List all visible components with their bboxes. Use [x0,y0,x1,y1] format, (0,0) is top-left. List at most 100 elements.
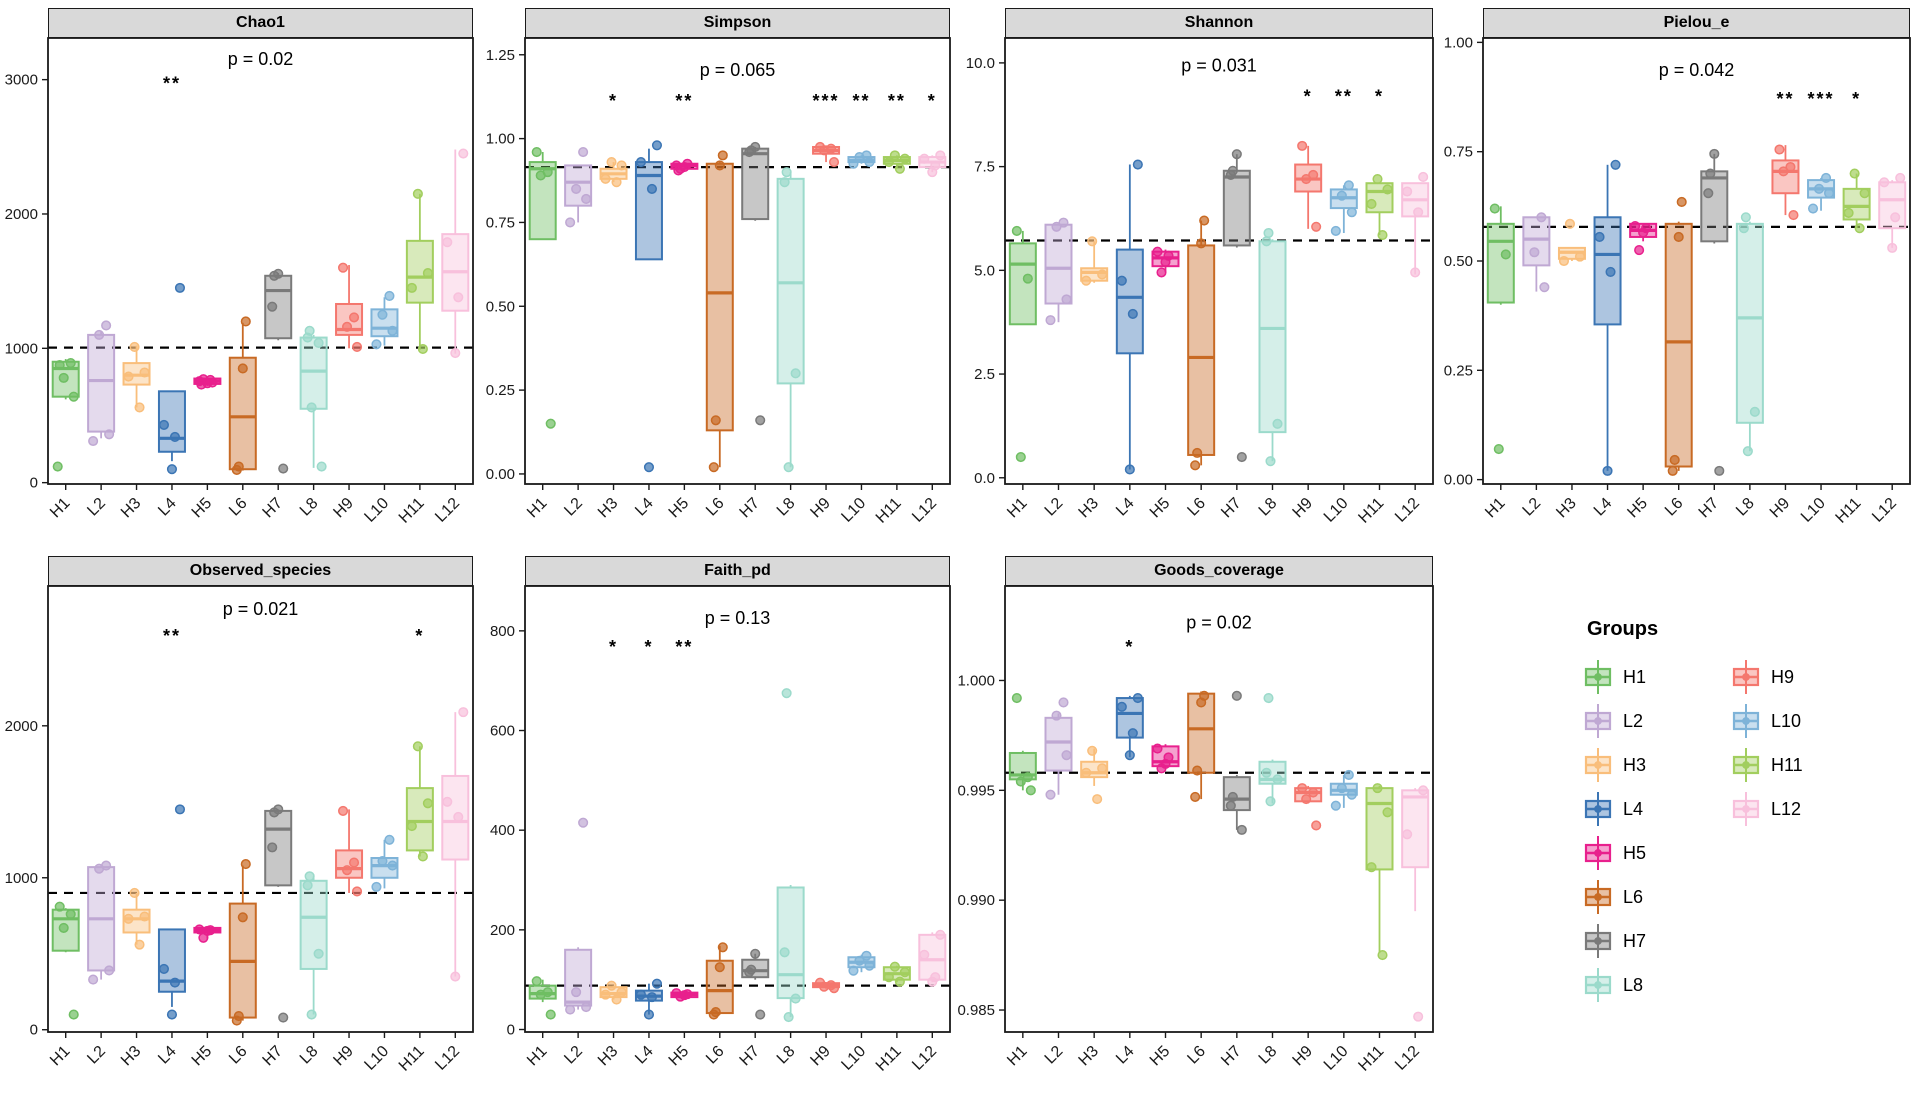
data-point [1418,171,1429,183]
x-tick-label: L6 [226,495,251,520]
data-point [417,851,428,862]
data-point [1124,750,1135,761]
significance-marker: * [1304,87,1313,107]
data-point [1705,168,1716,179]
x-tick-label: H1 [1004,1043,1031,1070]
legend-item-H9: H9 [1731,655,1879,699]
panel-title-strip: Simpson [525,8,950,38]
x-tick-label: L8 [1256,1043,1281,1068]
data-point [581,193,592,205]
box-L12 [1401,171,1430,278]
box-L10 [847,150,876,169]
data-point [1045,315,1056,326]
x-tick-label: H9 [807,495,834,522]
data-point [1382,184,1393,195]
data-point [1011,225,1022,236]
data-point [129,341,140,353]
data-point [790,993,801,1004]
data-point [94,863,105,874]
data-point [1820,172,1832,183]
x-tick-label: L12 [1869,495,1900,526]
y-tick-label: 1.00 [1444,34,1473,51]
y-tick-label: 0 [30,475,38,492]
x-tick-label: H7 [260,495,287,522]
data-point [1330,800,1341,811]
data-point [899,153,910,164]
y-tick-label: 0.25 [486,382,515,399]
box-H3 [1080,236,1109,286]
legend-item-L2: L2 [1583,699,1731,743]
panel-title-strip: Goods_coverage [1005,556,1433,586]
data-point [1265,796,1276,807]
panel-title: Faith_pd [704,562,771,579]
data-point [1231,690,1242,701]
data-point [1402,829,1413,840]
box-H3 [599,157,628,188]
data-point [744,146,755,158]
significance-marker: ** [888,91,906,111]
data-point [1410,267,1421,278]
panel-title: Observed_species [189,562,332,579]
data-point [1843,207,1854,218]
data-point [894,163,905,174]
box-H1 [528,976,557,1020]
data-point [54,360,65,371]
legend-item-label: H3 [1623,754,1647,775]
data-point [1263,692,1274,704]
x-tick-label: L4 [155,1043,180,1068]
legend-item-label: H11 [1771,754,1803,775]
data-point [779,947,790,958]
data-point [1236,824,1247,835]
box-H9 [1294,783,1323,831]
panel-title: Goods_coverage [1154,562,1284,579]
data-point [458,707,469,718]
data-point [1879,177,1890,188]
significance-marker: * [1852,89,1861,109]
x-tick-label: L2 [84,495,109,520]
data-point [139,911,150,922]
data-point [646,992,658,1003]
box-L2 [1044,217,1073,326]
data-point [935,150,946,161]
data-point [781,688,792,699]
data-point [1738,223,1749,234]
x-tick-label: H1 [524,495,551,522]
x-tick-label: L10 [1321,1043,1352,1074]
data-point [52,461,63,472]
y-tick-label: 0.00 [486,466,515,483]
panel-title: Chao1 [236,14,285,31]
x-tick-label: H5 [666,1043,693,1070]
data-point [453,292,464,303]
box-L10 [1807,172,1836,214]
data-point [1061,294,1072,305]
data-point [1132,692,1143,704]
x-tick-label: H11 [1355,1043,1387,1075]
data-point [1156,763,1167,774]
data-point [783,462,794,473]
legend-item-H5: H5 [1583,831,1731,875]
data-point [1634,245,1645,256]
legend-key-boxplot-icon [1732,660,1760,694]
x-tick-label: H11 [873,495,905,527]
box-L10 [847,950,876,976]
data-point [278,1012,289,1023]
data-point [169,977,181,988]
data-point [341,865,353,876]
data-point [377,309,388,320]
box-L8 [776,167,805,473]
x-tick-label: L4 [1591,495,1616,520]
legend-item-L6: L6 [1583,875,1731,919]
box-H1 [1008,225,1037,463]
box-L8 [1258,227,1287,467]
x-tick-label: H5 [1624,495,1651,522]
data-point [1785,161,1796,173]
legend-item-H1: H1 [1583,655,1731,699]
x-tick-label: H9 [1290,1043,1317,1070]
data-point [1081,767,1092,778]
data-point [1343,180,1354,191]
data-point [1823,188,1835,199]
y-tick-label: 0.0 [974,470,995,487]
box-L10 [1329,769,1358,811]
data-point [651,140,663,151]
box-H1 [528,146,557,429]
